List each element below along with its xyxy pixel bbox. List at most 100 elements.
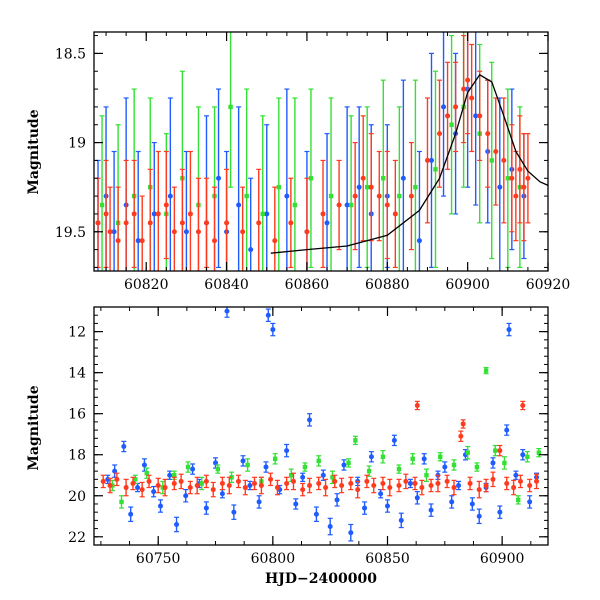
top-y-tick-label: 18.5 [55, 46, 86, 62]
data-point [300, 487, 306, 493]
data-point [141, 462, 147, 468]
data-point [534, 478, 540, 484]
data-point [421, 456, 427, 462]
data-point [224, 308, 230, 314]
data-point [527, 483, 533, 488]
data-point [355, 487, 361, 493]
data-point [505, 176, 511, 181]
data-point [276, 184, 282, 190]
data-point [380, 454, 386, 459]
bottom-x-tick-label: 60900 [480, 551, 525, 567]
top-y-tick-label: 19 [68, 136, 86, 152]
top-x-tick-label: 60920 [526, 277, 571, 293]
data-point [139, 487, 145, 493]
data-point [497, 184, 503, 190]
data-point [465, 77, 471, 83]
data-point [504, 427, 510, 433]
data-point [264, 211, 270, 217]
data-point [469, 95, 475, 101]
data-point [210, 487, 216, 493]
data-point [172, 473, 177, 478]
data-point [414, 495, 420, 501]
top-x-tick-label: 60900 [445, 277, 490, 293]
data-point [332, 478, 338, 484]
data-point [244, 193, 249, 199]
data-point [387, 485, 393, 491]
data-point [268, 476, 274, 482]
top-x-tick-label: 60880 [365, 277, 410, 293]
data-point [178, 478, 184, 484]
data-point [346, 460, 351, 466]
data-point [288, 220, 294, 226]
data-point [307, 417, 313, 423]
data-point [476, 487, 482, 493]
data-point [334, 497, 340, 503]
data-point [304, 229, 310, 235]
data-point [324, 220, 330, 226]
data-point [525, 175, 531, 181]
top-x-tick-label: 60860 [285, 277, 330, 293]
data-point [364, 478, 370, 484]
data-point [348, 202, 354, 208]
data-point [215, 466, 221, 472]
data-point [328, 193, 334, 199]
data-point [348, 480, 354, 486]
data-point [130, 480, 136, 486]
data-point [476, 513, 482, 519]
data-point [501, 157, 507, 163]
data-point [483, 483, 489, 488]
data-point [419, 485, 425, 491]
data-point [284, 480, 290, 486]
data-point [473, 113, 479, 119]
bottom-y-tick-label: 16 [68, 407, 86, 423]
data-point [360, 175, 366, 181]
data-point [493, 149, 499, 154]
data-point [131, 211, 137, 217]
data-point [469, 501, 475, 507]
bottom-x-tick-label: 60750 [136, 551, 181, 567]
data-point [320, 211, 326, 217]
data-point [307, 483, 313, 488]
data-point [123, 220, 129, 226]
data-point [513, 193, 519, 199]
data-point [353, 438, 358, 443]
data-point [424, 157, 430, 163]
data-point [245, 462, 250, 468]
data-point [341, 462, 347, 468]
data-point [445, 113, 451, 119]
data-point [376, 193, 382, 199]
data-point [515, 497, 521, 503]
data-point [460, 421, 466, 427]
data-point [112, 468, 118, 474]
data-point [265, 312, 271, 318]
data-point [520, 452, 526, 458]
data-point [100, 478, 106, 484]
data-point [151, 489, 157, 495]
data-point [413, 184, 418, 190]
data-point [272, 238, 278, 244]
data-point [212, 238, 218, 244]
data-point [407, 480, 413, 486]
data-point [511, 485, 517, 491]
data-point [300, 474, 306, 480]
data-point [396, 483, 402, 488]
data-point [536, 450, 542, 455]
data-point [270, 327, 276, 333]
data-point [288, 473, 294, 478]
data-point [451, 462, 457, 468]
data-point [525, 454, 530, 459]
top-light-curve-panel: Magnitude 60820 60840 60860 60880 60900 60920… [26, 31, 571, 293]
data-point [408, 193, 414, 199]
data-point [490, 460, 496, 466]
data-point [527, 499, 533, 505]
bottom-x-tick-label: 60850 [365, 551, 410, 567]
data-point [320, 472, 326, 478]
data-point [128, 511, 134, 517]
data-point [489, 158, 494, 163]
data-point [183, 229, 189, 235]
bottom-x-tick-label: 60800 [251, 551, 296, 567]
data-point [435, 480, 441, 486]
data-point [371, 483, 377, 488]
data-point [316, 458, 321, 464]
data-point [362, 505, 368, 511]
